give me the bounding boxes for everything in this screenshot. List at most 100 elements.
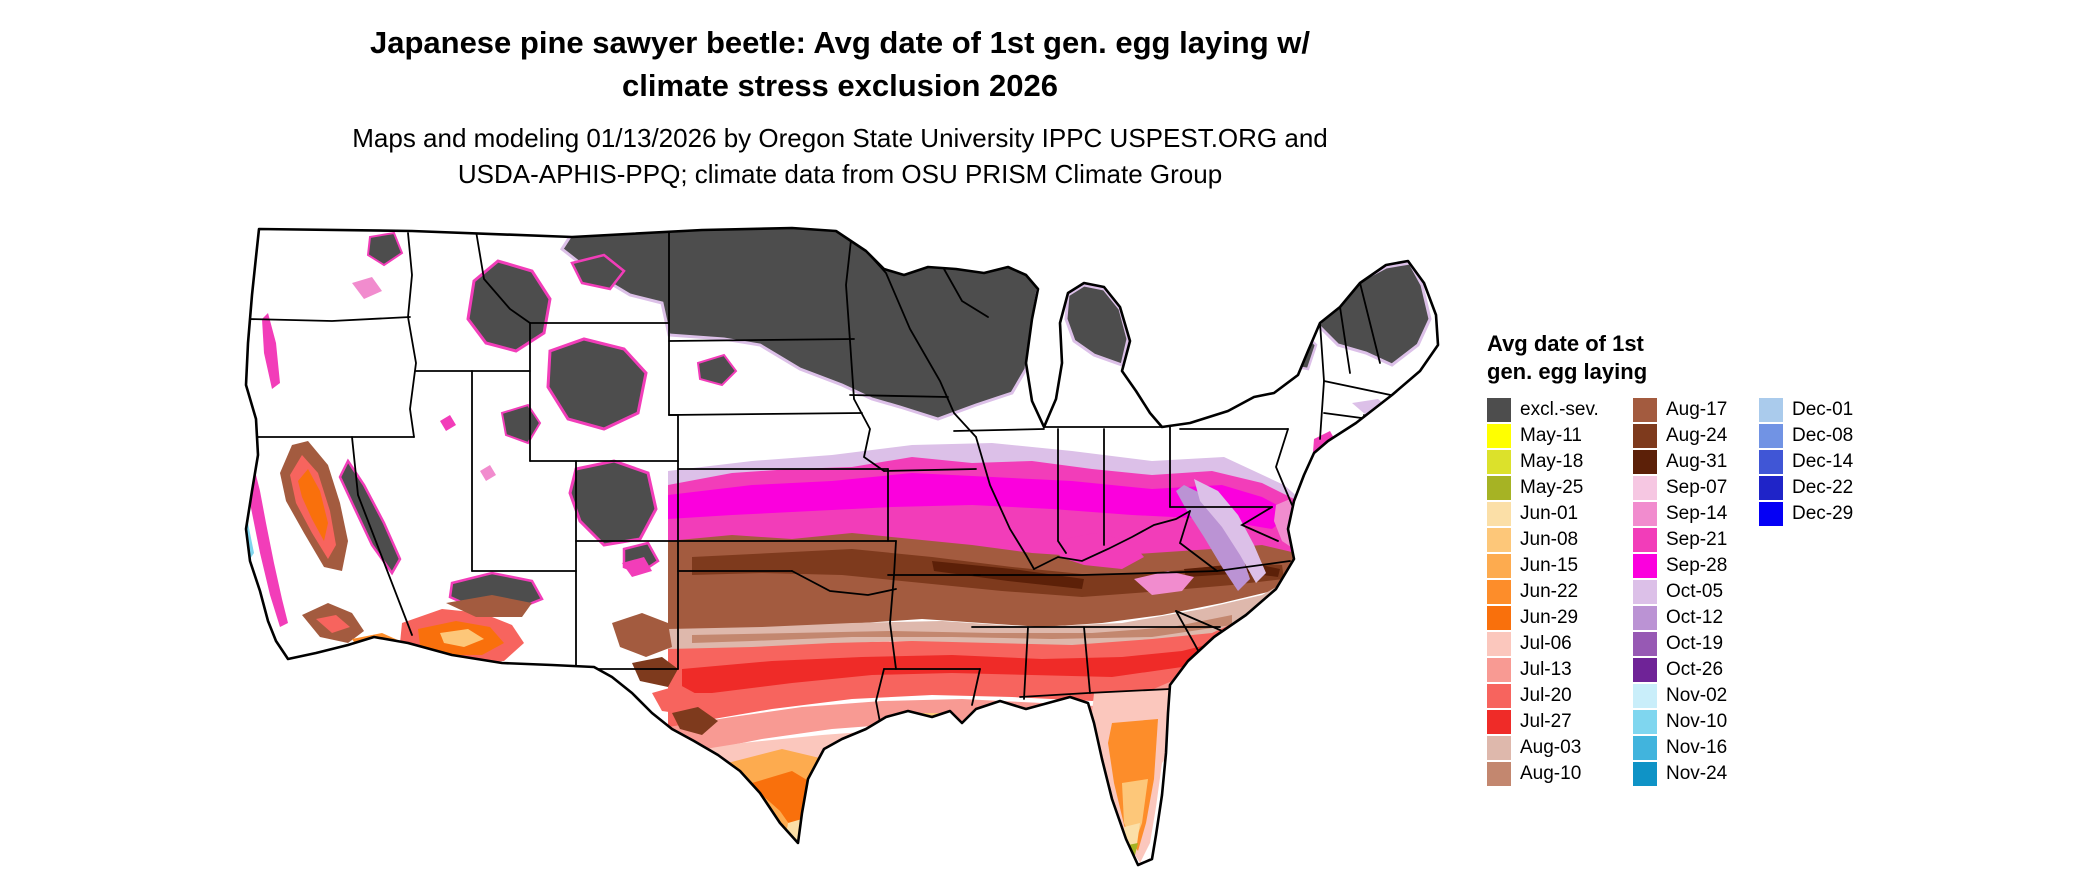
legend-entry: Jun-15 <box>1487 553 1633 579</box>
legend: Avg date of 1st gen. egg laying excl.-se… <box>1487 330 2047 787</box>
legend-entry: Oct-12 <box>1633 605 1759 631</box>
legend-entry: Nov-02 <box>1633 683 1759 709</box>
legend-entry: Jun-22 <box>1487 579 1633 605</box>
legend-label: Aug-03 <box>1520 737 1582 758</box>
legend-entry: May-11 <box>1487 423 1633 449</box>
us-map-svg <box>244 226 1440 879</box>
excluded-sierra <box>338 458 402 576</box>
excluded-montana-east <box>570 253 626 291</box>
subtitle-line-2: USDA-APHIS-PPQ; climate data from OSU PR… <box>457 159 1223 190</box>
willamette-magenta <box>262 313 280 389</box>
legend-label: May-11 <box>1520 425 1582 446</box>
title-line-2: climate stress exclusion 2026 <box>622 67 1058 103</box>
legend-label: Nov-10 <box>1666 711 1728 732</box>
legend-entry: Jul-06 <box>1487 631 1633 657</box>
az-rim-brown <box>446 595 532 617</box>
socal-red <box>316 615 350 633</box>
legend-label: excl.-sev. <box>1520 399 1599 420</box>
legend-label: Dec-22 <box>1792 477 1854 498</box>
legend-label: Dec-08 <box>1792 425 1854 446</box>
legend-label: Jun-15 <box>1520 555 1579 576</box>
legend-label: Aug-31 <box>1666 451 1728 472</box>
legend-swatch <box>1487 606 1511 630</box>
legend-swatch <box>1633 450 1657 474</box>
legend-entry: Dec-22 <box>1759 475 1853 501</box>
legend-swatch <box>1759 502 1783 526</box>
us-outline <box>244 226 1440 867</box>
legend-title-line-2: gen. egg laying <box>1487 358 1648 384</box>
legend-swatch <box>1487 528 1511 552</box>
fl-keys-yellow <box>1102 873 1122 879</box>
legend-entry: Oct-19 <box>1633 631 1759 657</box>
legend-label: Sep-07 <box>1666 477 1728 498</box>
legend-label: Dec-01 <box>1792 399 1854 420</box>
map-fill-layers <box>246 228 1438 879</box>
legend-swatch <box>1633 554 1657 578</box>
legend-entry: Sep-21 <box>1633 527 1759 553</box>
legend-entry: Jun-01 <box>1487 501 1633 527</box>
legend-column: Dec-01 Dec-08 Dec-14 Dec-22 Dec-29 <box>1759 397 1853 527</box>
legend-swatch <box>1633 736 1657 760</box>
legend-label: Aug-10 <box>1520 763 1582 784</box>
legend-swatch <box>1487 580 1511 604</box>
wtx-red <box>652 685 702 715</box>
us-map <box>232 222 1450 888</box>
legend-swatch <box>1633 476 1657 500</box>
legend-swatch <box>1487 658 1511 682</box>
legend-swatch <box>1487 736 1511 760</box>
legend-entry: Oct-26 <box>1633 657 1759 683</box>
band-jul13 <box>668 649 1242 757</box>
nm-brown-b <box>632 657 678 687</box>
nv-magenta-speck-b <box>480 465 496 481</box>
legend-swatch <box>1633 710 1657 734</box>
legend-label: Jun-08 <box>1520 529 1579 550</box>
smoky-magenta <box>1134 571 1194 595</box>
excluded-wyoming <box>546 337 648 431</box>
legend-entry: Jun-29 <box>1487 605 1633 631</box>
legend-entry: Nov-10 <box>1633 709 1759 735</box>
legend-swatch <box>1487 476 1511 500</box>
legend-column: excl.-sev. May-11 May-18 May-25 Jun-01 Jun-08… <box>1487 397 1633 787</box>
legend-entry: May-18 <box>1487 449 1633 475</box>
legend-label: Nov-02 <box>1666 685 1728 706</box>
legend-label: Dec-29 <box>1792 503 1854 524</box>
legend-swatch <box>1633 424 1657 448</box>
legend-entry: Oct-05 <box>1633 579 1759 605</box>
legend-label: Aug-24 <box>1666 425 1728 446</box>
legend-entry: Sep-28 <box>1633 553 1759 579</box>
legend-swatch <box>1487 398 1511 422</box>
legend-label: Jun-01 <box>1520 503 1579 524</box>
legend-swatch <box>1487 554 1511 578</box>
legend-entry: Jul-20 <box>1487 683 1633 709</box>
legend-label: May-25 <box>1520 477 1584 498</box>
legend-entry: Dec-29 <box>1759 501 1853 527</box>
legend-label: Nov-24 <box>1666 763 1728 784</box>
legend-columns: excl.-sev. May-11 May-18 May-25 Jun-01 Jun-08… <box>1487 397 2047 787</box>
legend-label: Jul-13 <box>1520 659 1572 680</box>
legend-label: Sep-28 <box>1666 555 1728 576</box>
legend-label: Dec-14 <box>1792 451 1854 472</box>
legend-label: May-18 <box>1520 451 1584 472</box>
legend-label: Sep-21 <box>1666 529 1728 550</box>
legend-label: Jun-29 <box>1520 607 1579 628</box>
band-aug10 <box>692 615 1232 643</box>
legend-swatch <box>1633 502 1657 526</box>
page-title: Japanese pine sawyer beetle: Avg date of… <box>0 22 1680 108</box>
legend-label: Oct-12 <box>1666 607 1724 628</box>
legend-label: Jun-22 <box>1520 581 1579 602</box>
legend-entry: May-25 <box>1487 475 1633 501</box>
legend-swatch <box>1633 606 1657 630</box>
legend-swatch <box>1633 632 1657 656</box>
big-bend-brown <box>672 707 718 735</box>
legend-column: Aug-17 Aug-24 Aug-31 Sep-07 Sep-14 Sep-21 Sep-… <box>1633 397 1759 787</box>
legend-label: Jul-27 <box>1520 711 1572 732</box>
nm-magenta-speck <box>622 557 652 577</box>
legend-swatch <box>1487 450 1511 474</box>
legend-swatch <box>1487 684 1511 708</box>
legend-label: Oct-05 <box>1666 581 1724 602</box>
band-sep-bright <box>668 473 1292 529</box>
legend-swatch <box>1487 762 1511 786</box>
legend-swatch <box>1487 710 1511 734</box>
legend-entry: Dec-01 <box>1759 397 1853 423</box>
